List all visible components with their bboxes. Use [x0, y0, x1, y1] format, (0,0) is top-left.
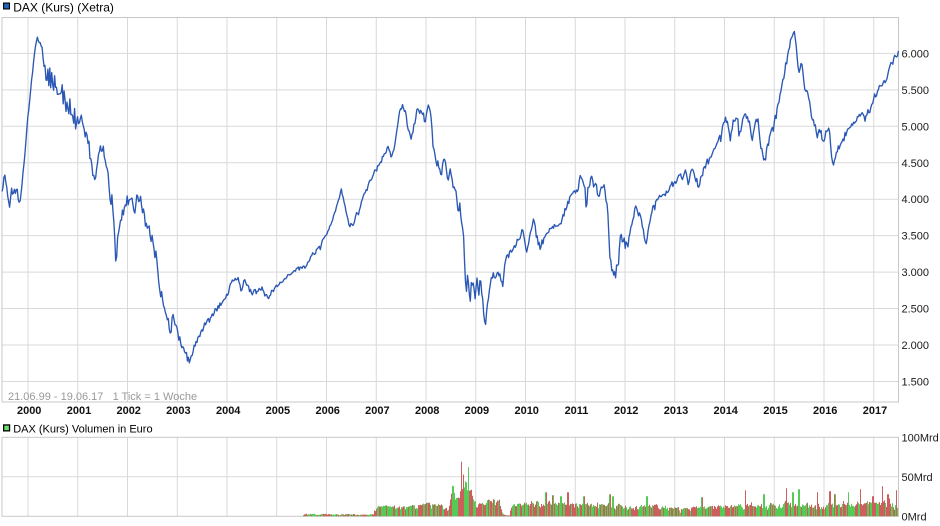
svg-text:21.06.99 - 19.06.17 1 Tick =: 21.06.99 - 19.06.17 1 Tick = 1 Woche — [8, 391, 197, 403]
svg-text:2.000: 2.000 — [902, 340, 930, 352]
svg-text:2008: 2008 — [415, 405, 439, 417]
svg-text:2003: 2003 — [166, 405, 190, 417]
svg-text:4.500: 4.500 — [902, 158, 930, 170]
svg-text:2017: 2017 — [863, 405, 887, 417]
svg-text:3.000: 3.000 — [902, 267, 930, 279]
svg-text:2000: 2000 — [17, 405, 41, 417]
svg-text:100Mrd: 100Mrd — [902, 433, 939, 445]
svg-text:6.000: 6.000 — [902, 48, 930, 60]
svg-text:4.000: 4.000 — [902, 194, 930, 206]
svg-text:3.500: 3.500 — [902, 231, 930, 243]
svg-text:2014: 2014 — [713, 405, 738, 417]
svg-text:DAX (Kurs) Volumen in Euro: DAX (Kurs) Volumen in Euro — [13, 423, 152, 435]
svg-text:2010: 2010 — [514, 405, 538, 417]
svg-text:2006: 2006 — [315, 405, 339, 417]
svg-text:2.500: 2.500 — [902, 304, 930, 316]
svg-text:2009: 2009 — [465, 405, 489, 417]
svg-text:2007: 2007 — [365, 405, 389, 417]
svg-text:2015: 2015 — [763, 405, 787, 417]
svg-text:2016: 2016 — [813, 405, 837, 417]
svg-text:5.500: 5.500 — [902, 85, 930, 97]
svg-text:2001: 2001 — [67, 405, 91, 417]
svg-text:0Mrd: 0Mrd — [902, 512, 927, 524]
svg-text:2013: 2013 — [664, 405, 688, 417]
svg-text:50Mrd: 50Mrd — [902, 472, 933, 484]
svg-text:5.000: 5.000 — [902, 121, 930, 133]
svg-text:2011: 2011 — [565, 405, 589, 417]
svg-text:1.500: 1.500 — [902, 376, 930, 388]
svg-text:2005: 2005 — [266, 405, 290, 417]
svg-text:2004: 2004 — [216, 405, 241, 417]
svg-text:2002: 2002 — [116, 405, 140, 417]
svg-text:2012: 2012 — [614, 405, 638, 417]
svg-text:DAX (Kurs) (Xetra): DAX (Kurs) (Xetra) — [13, 1, 114, 15]
